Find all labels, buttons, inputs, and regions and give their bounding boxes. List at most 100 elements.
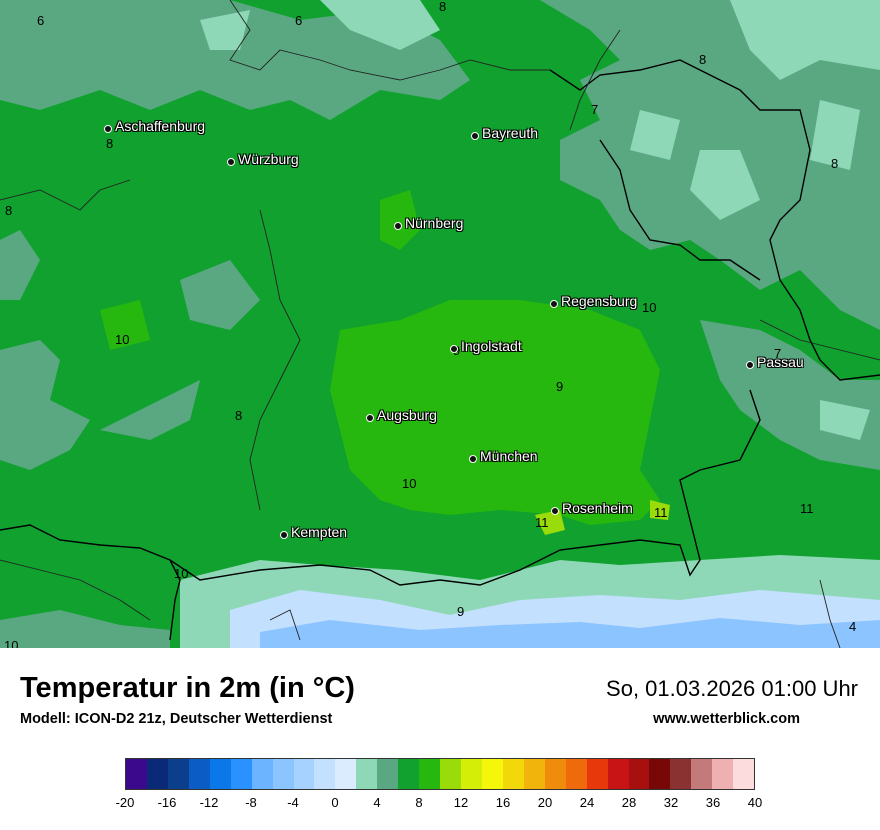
legend-swatch bbox=[272, 759, 294, 789]
isoline-value: 8 bbox=[106, 136, 114, 151]
legend-tick-label: 16 bbox=[495, 795, 511, 810]
legend-swatch bbox=[398, 759, 420, 789]
temperature-map: 6 6 8 8 7 8 8 8 10 10 9 9 7 8 10 11 11 1… bbox=[0, 0, 880, 648]
isoline-value: 9 bbox=[457, 604, 465, 619]
legend-swatch bbox=[209, 759, 231, 789]
legend-swatch bbox=[565, 759, 587, 789]
city-marker bbox=[394, 222, 402, 230]
isoline-value: 10 bbox=[4, 638, 19, 648]
website-link[interactable]: www.wetterblick.com bbox=[653, 711, 800, 727]
city-marker bbox=[746, 361, 754, 369]
legend-swatch bbox=[691, 759, 713, 789]
city-marker bbox=[450, 345, 458, 353]
city-marker bbox=[551, 507, 559, 515]
isoline-value: 6 bbox=[37, 13, 45, 28]
borders bbox=[0, 59, 880, 641]
legend-swatch bbox=[586, 759, 608, 789]
isoline-value: 10 bbox=[402, 476, 417, 491]
city-label: Augsburg bbox=[377, 407, 437, 423]
isoline-value: 6 bbox=[295, 13, 303, 28]
isoline-value: 10 bbox=[115, 332, 130, 347]
isoline-value: 7 bbox=[774, 346, 782, 361]
legend-tick-label: 4 bbox=[373, 795, 381, 810]
legend-swatch bbox=[126, 759, 147, 789]
isoline-value: 10 bbox=[642, 300, 657, 315]
legend-swatch bbox=[251, 759, 273, 789]
legend-swatch bbox=[146, 759, 168, 789]
legend-swatch bbox=[314, 759, 336, 789]
city-label: Passau bbox=[757, 354, 804, 370]
city-marker bbox=[104, 125, 112, 133]
isoline-value: 8 bbox=[831, 156, 839, 171]
isoline-value: 9 bbox=[556, 379, 564, 394]
legend-swatch bbox=[670, 759, 692, 789]
legend-tick-label: 32 bbox=[663, 795, 679, 810]
legend-tick-label: 36 bbox=[705, 795, 721, 810]
legend-tick-label: -20 bbox=[115, 795, 135, 810]
page-title: Temperatur in 2m (in °C) bbox=[20, 672, 355, 704]
isoline-value: 11 bbox=[800, 501, 814, 516]
city-label: Würzburg bbox=[238, 151, 299, 167]
legend-swatch bbox=[167, 759, 189, 789]
isoline-value: 8 bbox=[5, 203, 13, 218]
legend-ticks: -20 -16 -12 -8 -4 0 4 8 12 16 20 24 28 32 36 40 bbox=[0, 795, 880, 815]
legend-swatch bbox=[649, 759, 671, 789]
legend-tick-label: -4 bbox=[287, 795, 299, 810]
city-marker bbox=[280, 531, 288, 539]
city-label: Kempten bbox=[291, 524, 348, 540]
color-legend bbox=[125, 758, 755, 790]
isoline-value: 11 bbox=[654, 505, 668, 520]
legend-tick-label: -12 bbox=[199, 795, 219, 810]
forecast-datetime: So, 01.03.2026 01:00 Uhr bbox=[606, 676, 858, 701]
city-label: Ingolstadt bbox=[461, 338, 522, 354]
warm-spots bbox=[535, 500, 670, 535]
legend-tick-label: 24 bbox=[579, 795, 595, 810]
isoline-value: 8 bbox=[235, 408, 243, 423]
legend-tick-label: 0 bbox=[331, 795, 339, 810]
isoline-value: 7 bbox=[591, 102, 599, 117]
legend-swatch bbox=[628, 759, 650, 789]
legend-swatch bbox=[712, 759, 734, 789]
isoline-value: 11 bbox=[535, 515, 549, 530]
legend-swatch bbox=[335, 759, 357, 789]
legend-swatch bbox=[377, 759, 399, 789]
legend-swatch bbox=[230, 759, 252, 789]
isoline-value: 8 bbox=[439, 0, 447, 14]
legend-swatch bbox=[356, 759, 378, 789]
legend-tick-label: 12 bbox=[453, 795, 469, 810]
city-marker bbox=[469, 455, 477, 463]
isoline-value: 8 bbox=[699, 52, 707, 67]
legend-tick-label: 20 bbox=[537, 795, 553, 810]
city-label: Nürnberg bbox=[405, 215, 464, 231]
legend-tick-label: 8 bbox=[415, 795, 423, 810]
legend-swatch bbox=[293, 759, 315, 789]
city-marker bbox=[471, 132, 479, 140]
legend-swatch bbox=[481, 759, 503, 789]
city-label: Rosenheim bbox=[562, 500, 633, 516]
city-label: Regensburg bbox=[561, 293, 638, 309]
city-label: München bbox=[480, 448, 538, 464]
legend-tick-label: -16 bbox=[157, 795, 177, 810]
city-marker bbox=[550, 300, 558, 308]
legend-tick-label: 28 bbox=[621, 795, 637, 810]
legend-swatch bbox=[188, 759, 210, 789]
isoline-value: 4 bbox=[849, 619, 857, 634]
city-marker bbox=[366, 414, 374, 422]
isoline-value: 10 bbox=[174, 566, 189, 581]
district-lines bbox=[0, 0, 880, 648]
legend-swatch bbox=[544, 759, 566, 789]
legend-swatch bbox=[461, 759, 482, 789]
mint-patches bbox=[200, 0, 880, 440]
legend-tick-label: 40 bbox=[747, 795, 763, 810]
legend-tick-label: -8 bbox=[245, 795, 257, 810]
city-label: Aschaffenburg bbox=[115, 118, 206, 134]
city-label: Bayreuth bbox=[482, 125, 539, 141]
model-subtitle: Modell: ICON-D2 21z, Deutscher Wetterdie… bbox=[20, 711, 333, 727]
legend-swatch bbox=[523, 759, 545, 789]
legend-swatch bbox=[440, 759, 461, 789]
city-marker bbox=[227, 158, 235, 166]
legend-swatch bbox=[502, 759, 524, 789]
legend-swatch bbox=[419, 759, 441, 789]
legend-swatch bbox=[607, 759, 629, 789]
alps-cold bbox=[0, 555, 880, 648]
